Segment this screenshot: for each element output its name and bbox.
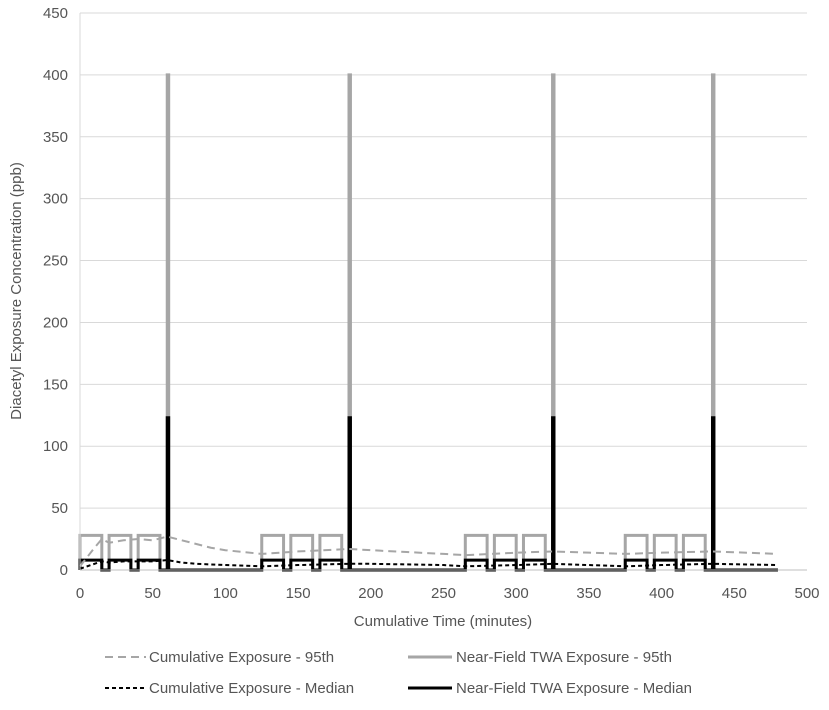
legend: Cumulative Exposure - 95th Near-Field TWA… bbox=[105, 649, 692, 697]
x-tick-label: 50 bbox=[144, 585, 161, 602]
y-tick-label: 300 bbox=[43, 191, 68, 208]
x-tick-label: 450 bbox=[722, 585, 747, 602]
y-axis-title: Diacetyl Exposure Concentration (ppb) bbox=[8, 162, 25, 420]
y-tick-label: 100 bbox=[43, 438, 68, 455]
x-tick-label: 350 bbox=[576, 585, 601, 602]
y-tick-labels: 0 50 100 150 200 250 300 350 400 450 bbox=[43, 5, 68, 579]
y-tick-label: 200 bbox=[43, 314, 68, 331]
x-axis-title: Cumulative Time (minutes) bbox=[354, 613, 532, 630]
y-tick-label: 150 bbox=[43, 376, 68, 393]
x-tick-label: 300 bbox=[504, 585, 529, 602]
x-tick-label: 0 bbox=[76, 585, 84, 602]
y-tick-label: 450 bbox=[43, 5, 68, 22]
legend-label: Near-Field TWA Exposure - Median bbox=[456, 680, 692, 697]
y-tick-label: 0 bbox=[60, 562, 68, 579]
y-tick-label: 350 bbox=[43, 129, 68, 146]
y-tick-label: 400 bbox=[43, 67, 68, 84]
y-tick-label: 250 bbox=[43, 253, 68, 270]
x-tick-label: 150 bbox=[286, 585, 311, 602]
series-line-2 bbox=[79, 559, 778, 570]
series-line-0 bbox=[79, 535, 778, 567]
x-tick-label: 500 bbox=[794, 585, 819, 602]
axes bbox=[79, 13, 807, 571]
x-tick-label: 400 bbox=[649, 585, 674, 602]
gridlines bbox=[80, 12, 807, 509]
legend-label: Near-Field TWA Exposure - 95th bbox=[456, 649, 672, 666]
x-tick-label: 200 bbox=[358, 585, 383, 602]
series-line-3 bbox=[78, 416, 778, 572]
x-tick-label: 250 bbox=[431, 585, 456, 602]
legend-label: Cumulative Exposure - Median bbox=[149, 680, 354, 697]
x-tick-labels: 0 50 100 150 200 250 300 350 400 450 500 bbox=[76, 585, 820, 602]
legend-label: Cumulative Exposure - 95th bbox=[149, 649, 334, 666]
y-tick-label: 50 bbox=[51, 500, 68, 517]
x-tick-label: 100 bbox=[213, 585, 238, 602]
